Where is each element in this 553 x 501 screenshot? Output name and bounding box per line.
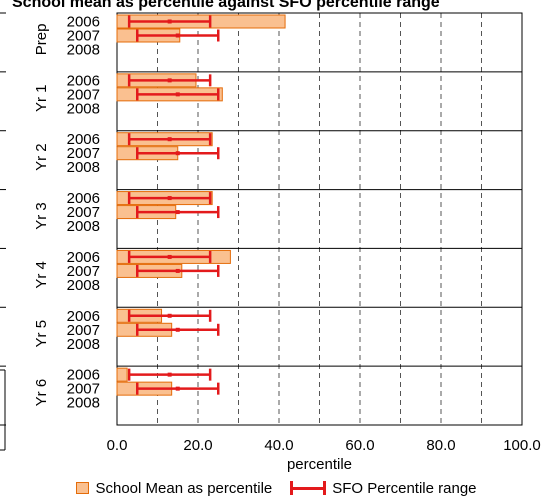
- year-label-g3-r2: 2008: [67, 218, 100, 235]
- x-tick-label-2: 40.0: [264, 437, 293, 454]
- range-mid-g4-r0: [167, 254, 172, 259]
- year-label-g2-r1: 2007: [67, 145, 100, 162]
- range-mid-g2-r1: [175, 151, 180, 156]
- legend-item-sfo-range: SFO Percentile range: [290, 479, 477, 497]
- year-label-g2-r2: 2008: [67, 159, 100, 176]
- year-label-g0-r1: 2007: [67, 28, 100, 45]
- range-mid-g3-r1: [175, 210, 180, 215]
- legend-label-sfo-range: SFO Percentile range: [332, 479, 477, 497]
- range-mid-g1-r0: [167, 78, 172, 83]
- year-label-g3-r0: 2006: [67, 190, 100, 207]
- range-mid-g2-r0: [167, 137, 172, 142]
- legend-swatch-school-mean: [76, 482, 90, 494]
- year-label-g0-r0: 2006: [67, 14, 100, 31]
- chart-legend: School Mean as percentile SFO Percentile…: [0, 477, 553, 499]
- legend-label-school-mean: School Mean as percentile: [95, 479, 273, 497]
- legend-item-school-mean: School Mean as percentile: [76, 480, 272, 497]
- range-mid-g1-r1: [175, 92, 180, 97]
- x-tick-label-1: 20.0: [183, 437, 212, 454]
- year-label-g1-r2: 2008: [67, 100, 100, 117]
- x-tick-label-3: 60.0: [345, 437, 374, 454]
- range-mid-g6-r0: [167, 372, 172, 377]
- group-label-1: Yr 1: [33, 85, 50, 113]
- year-label-g1-r0: 2006: [67, 72, 100, 89]
- year-label-g3-r1: 2007: [67, 204, 100, 221]
- range-mid-g3-r0: [167, 196, 172, 201]
- group-label-3: Yr 3: [33, 202, 50, 230]
- x-tick-label-5: 100.0: [503, 437, 541, 454]
- year-label-g4-r2: 2008: [67, 277, 100, 294]
- range-mid-g5-r1: [175, 327, 180, 332]
- x-axis-label: percentile: [287, 456, 352, 473]
- group-label-0: Prep: [33, 24, 50, 56]
- range-mid-g5-r0: [167, 313, 172, 318]
- legend-swatch-sfo-range: [290, 481, 327, 495]
- range-mid-g4-r1: [175, 268, 180, 273]
- year-label-g4-r1: 2007: [67, 263, 100, 280]
- year-label-g4-r0: 2006: [67, 249, 100, 266]
- chart-title: School mean as percentile against SFO pe…: [12, 0, 440, 11]
- group-label-5: Yr 5: [33, 320, 50, 348]
- year-label-g5-r0: 2006: [67, 308, 100, 325]
- year-label-g6-r2: 2008: [67, 395, 100, 412]
- year-label-g6-r0: 2006: [67, 367, 100, 384]
- bar-mean-g6-r0: [116, 367, 128, 382]
- range-mid-g6-r1: [175, 386, 180, 391]
- group-label-6: Yr 6: [33, 379, 50, 407]
- range-mid-g0-r0: [167, 19, 172, 24]
- year-label-g1-r1: 2007: [67, 86, 100, 103]
- year-label-g0-r2: 2008: [67, 42, 100, 59]
- year-label-g2-r0: 2006: [67, 131, 100, 148]
- group-label-4: Yr 4: [33, 261, 50, 289]
- year-label-g5-r2: 2008: [67, 336, 100, 353]
- year-label-g6-r1: 2007: [67, 381, 100, 398]
- group-label-2: Yr 2: [33, 143, 50, 171]
- x-tick-label-0: 0.0: [107, 437, 128, 454]
- range-mid-g0-r1: [175, 33, 180, 38]
- year-label-g5-r1: 2007: [67, 322, 100, 339]
- x-tick-label-4: 80.0: [426, 437, 455, 454]
